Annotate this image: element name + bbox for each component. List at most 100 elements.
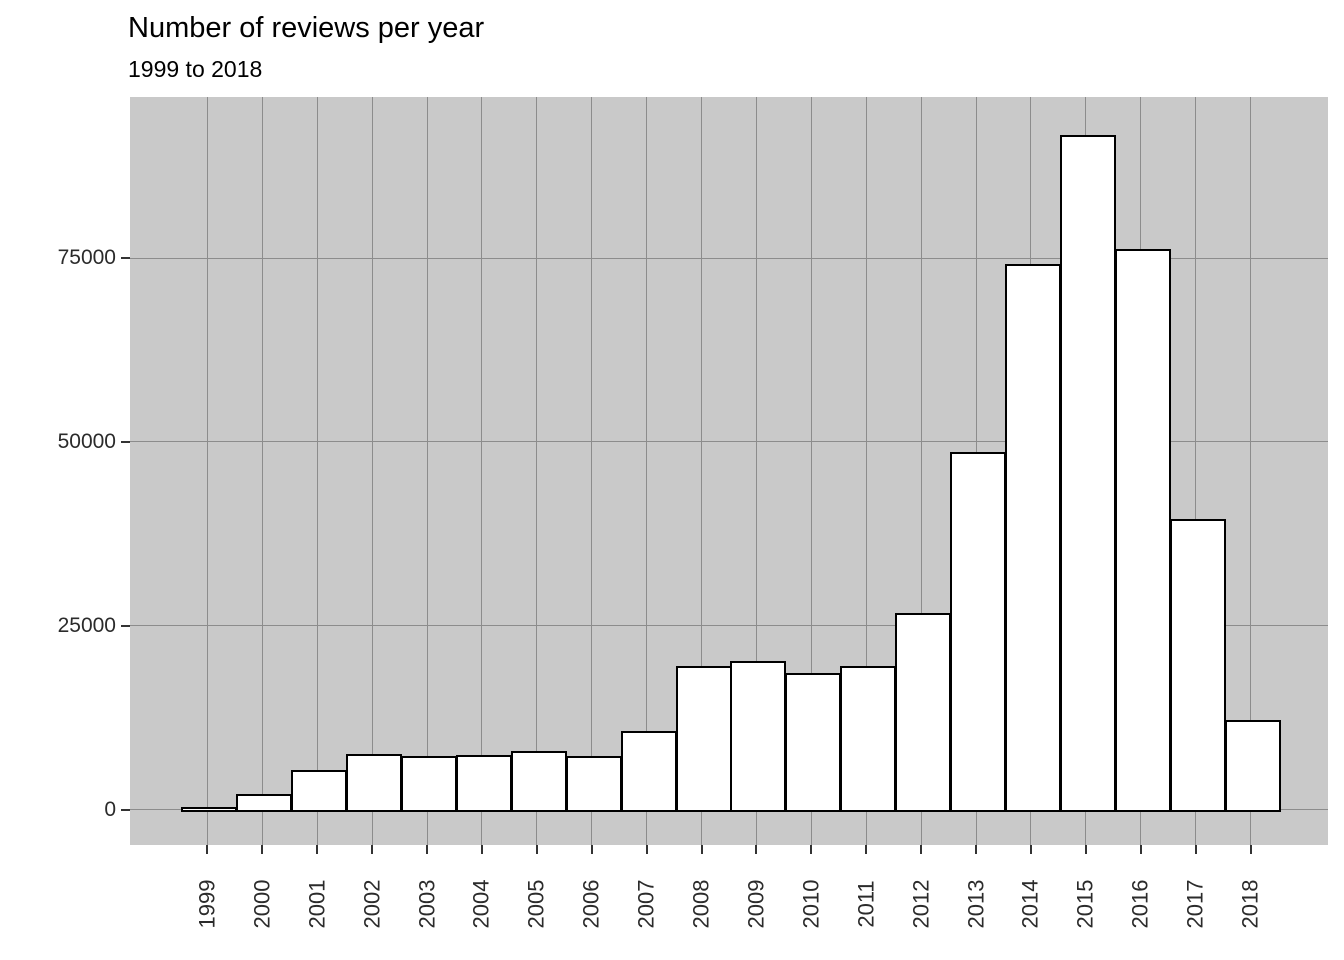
- y-tick-mark-0: [121, 808, 130, 811]
- x-tick-mark-1999: [206, 845, 209, 854]
- x-gridline-2004: [481, 97, 483, 845]
- x-tick-label-text-2018: 2018: [1237, 879, 1263, 929]
- x-tick-label-2018: 2018: [1238, 858, 1264, 950]
- bar-2008: [675, 666, 732, 813]
- x-tick-label-text-2000: 2000: [249, 879, 275, 929]
- x-tick-label-text-1999: 1999: [194, 879, 220, 929]
- x-gridline-1999: [206, 97, 208, 845]
- x-tick-mark-2000: [261, 845, 264, 854]
- x-tick-mark-2017: [1194, 845, 1197, 854]
- x-tick-label-2017: 2017: [1183, 858, 1209, 950]
- x-tick-label-2014: 2014: [1018, 858, 1044, 950]
- x-tick-mark-2001: [316, 845, 319, 854]
- x-gridline-2002: [371, 97, 373, 845]
- x-tick-label-text-2013: 2013: [963, 879, 989, 929]
- x-tick-mark-2015: [1084, 845, 1087, 854]
- x-tick-label-2010: 2010: [798, 858, 824, 950]
- x-tick-mark-2002: [371, 845, 374, 854]
- x-tick-label-2003: 2003: [414, 858, 440, 950]
- x-gridline-2009: [755, 97, 757, 845]
- y-tick-mark-25000: [121, 624, 130, 627]
- x-tick-label-text-2011: 2011: [853, 880, 879, 928]
- x-tick-label-2012: 2012: [908, 858, 934, 950]
- plot-panel: [130, 97, 1328, 845]
- x-tick-label-text-2010: 2010: [798, 879, 824, 929]
- y-gridline-50000: [130, 441, 1328, 443]
- bar-2012: [895, 612, 952, 813]
- x-tick-label-2016: 2016: [1128, 858, 1154, 950]
- x-tick-mark-2010: [810, 845, 813, 854]
- x-tick-label-text-2008: 2008: [688, 879, 714, 929]
- x-tick-label-2008: 2008: [689, 858, 715, 950]
- x-tick-label-text-2003: 2003: [414, 879, 440, 929]
- x-tick-label-text-2016: 2016: [1127, 879, 1153, 929]
- x-tick-label-text-2007: 2007: [633, 879, 659, 929]
- y-tick-mark-75000: [121, 257, 130, 260]
- x-tick-label-text-2012: 2012: [908, 879, 934, 929]
- x-tick-label-2011: 2011: [853, 858, 879, 950]
- x-gridline-2011: [865, 97, 867, 845]
- x-gridline-2012: [920, 97, 922, 845]
- y-tick-label-50000: 50000: [57, 429, 116, 453]
- y-gridline-25000: [130, 625, 1328, 627]
- x-gridline-2017: [1195, 97, 1197, 845]
- chart-subtitle: 1999 to 2018: [128, 56, 263, 82]
- x-tick-mark-2016: [1139, 845, 1142, 854]
- x-tick-label-2006: 2006: [579, 858, 605, 950]
- x-tick-mark-2008: [700, 845, 703, 854]
- x-tick-label-text-2002: 2002: [359, 879, 385, 929]
- chart-title: Number of reviews per year: [128, 12, 485, 44]
- x-tick-mark-2011: [865, 845, 868, 854]
- x-tick-mark-2013: [975, 845, 978, 854]
- bar-2016: [1114, 248, 1171, 813]
- x-gridline-2006: [591, 97, 593, 845]
- bar-1999: [181, 806, 238, 813]
- bar-2015: [1059, 134, 1116, 813]
- x-tick-mark-2012: [920, 845, 923, 854]
- x-tick-mark-2005: [535, 845, 538, 854]
- y-tick-mark-50000: [121, 440, 130, 443]
- x-tick-label-text-2001: 2001: [304, 879, 330, 929]
- bar-2011: [840, 665, 897, 813]
- y-tick-label-25000: 25000: [57, 613, 116, 637]
- y-tick-label-75000: 75000: [57, 246, 116, 270]
- x-tick-mark-2009: [755, 845, 758, 854]
- x-tick-label-text-2014: 2014: [1017, 879, 1043, 929]
- x-tick-label-text-2009: 2009: [743, 879, 769, 929]
- bar-2007: [620, 730, 677, 813]
- x-tick-mark-2004: [480, 845, 483, 854]
- bar-2009: [730, 661, 787, 813]
- x-tick-label-2013: 2013: [963, 858, 989, 950]
- bar-2017: [1169, 519, 1226, 813]
- x-gridline-2003: [426, 97, 428, 845]
- y-tick-label-0: 0: [104, 797, 116, 821]
- x-tick-label-2005: 2005: [524, 858, 550, 950]
- x-gridline-2005: [536, 97, 538, 845]
- x-tick-label-text-2005: 2005: [523, 879, 549, 929]
- x-gridline-2007: [646, 97, 648, 845]
- x-tick-mark-2018: [1249, 845, 1252, 854]
- x-tick-label-2004: 2004: [469, 858, 495, 950]
- bar-2018: [1224, 719, 1281, 813]
- x-tick-label-text-2004: 2004: [468, 879, 494, 929]
- bar-2010: [785, 672, 842, 813]
- y-gridline-75000: [130, 257, 1328, 259]
- x-tick-label-text-2006: 2006: [578, 879, 604, 929]
- x-tick-label-2015: 2015: [1073, 858, 1099, 950]
- x-gridline-2000: [261, 97, 263, 845]
- x-tick-label-2002: 2002: [359, 858, 385, 950]
- x-gridline-2010: [810, 97, 812, 845]
- x-tick-mark-2014: [1029, 845, 1032, 854]
- x-gridline-2008: [701, 97, 703, 845]
- x-tick-label-text-2015: 2015: [1072, 879, 1098, 929]
- x-tick-label-2009: 2009: [743, 858, 769, 950]
- bar-2004: [455, 754, 512, 813]
- x-tick-label-text-2017: 2017: [1182, 879, 1208, 929]
- x-gridline-2001: [316, 97, 318, 845]
- bar-2006: [565, 755, 622, 813]
- x-gridline-2018: [1250, 97, 1252, 845]
- x-tick-label-2001: 2001: [304, 858, 330, 950]
- bar-2000: [236, 794, 293, 813]
- x-tick-mark-2006: [590, 845, 593, 854]
